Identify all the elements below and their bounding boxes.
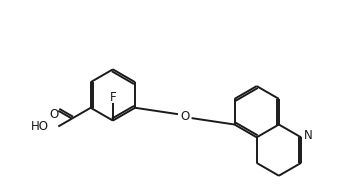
Text: O: O	[180, 110, 189, 123]
Text: HO: HO	[30, 120, 48, 133]
Text: N: N	[304, 129, 313, 142]
Text: F: F	[109, 91, 116, 104]
Text: O: O	[50, 108, 59, 121]
